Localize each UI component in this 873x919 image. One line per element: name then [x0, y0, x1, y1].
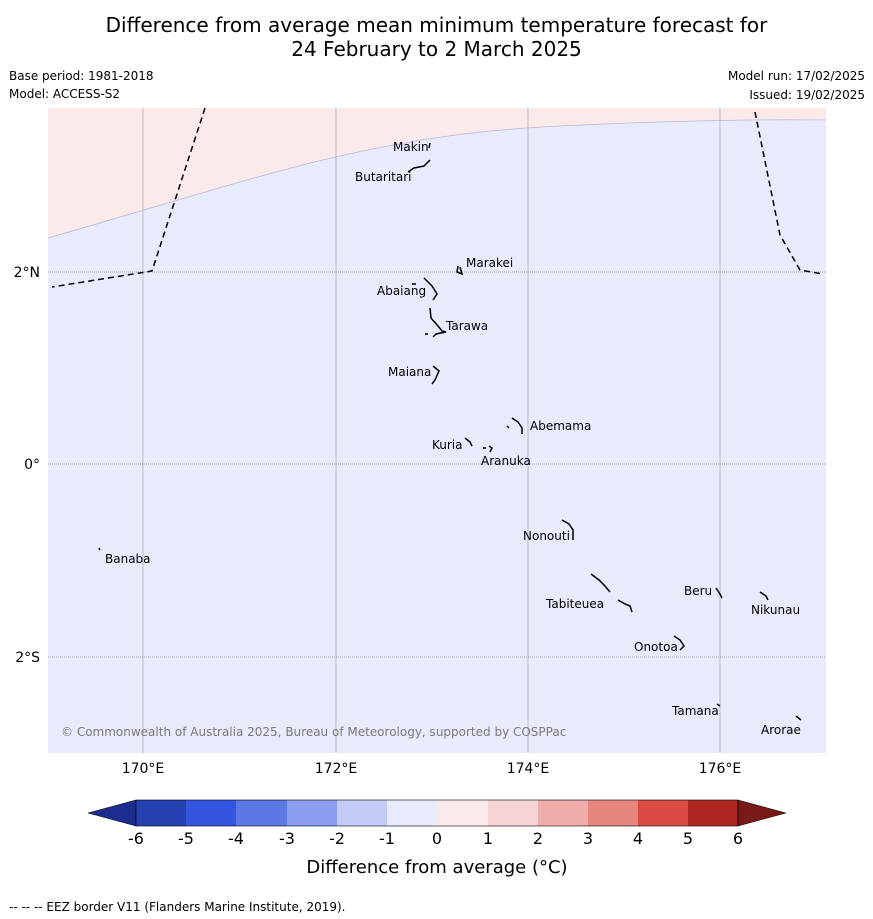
colorbar-tick: 4 [633, 829, 643, 848]
colorbar-cell [136, 800, 186, 826]
colorbar-tick: -2 [329, 829, 345, 848]
colorbar-cell [437, 800, 488, 826]
eez-border [51, 107, 824, 288]
colorbar-tick: 1 [483, 829, 493, 848]
eez-legend: -- -- -- EEZ border V11 (Flanders Marine… [9, 900, 346, 914]
model-run: Model run: 17/02/2025 [727, 69, 865, 83]
colorbar-tick: 3 [583, 829, 593, 848]
colorbar-tick: -4 [228, 829, 244, 848]
island-makin [428, 142, 431, 149]
lat-label-2n: 2°N [14, 265, 40, 281]
island-maiana [431, 365, 440, 385]
copyright-notice: © Commonwealth of Australia 2025, Bureau… [61, 725, 566, 739]
colorbar-tick: 2 [533, 829, 543, 848]
lon-label-176e: 176°E [699, 761, 742, 777]
colorbar-cell [688, 800, 738, 826]
contour-line [47, 119, 827, 239]
island-nonouti [561, 519, 574, 540]
base-period: Base period: 1981-2018 [9, 69, 154, 83]
lat-label-2s: 2°S [15, 650, 40, 666]
title-line-2: 24 February to 2 March 2025 [291, 37, 582, 61]
label-tabiteuea: Tabiteuea [545, 597, 604, 611]
colorbar-label: Difference from average (°C) [306, 857, 567, 878]
island-butaritari [407, 159, 431, 173]
title-line-1: Difference from average mean minimum tem… [105, 13, 768, 37]
label-kuria: Kuria [432, 438, 463, 452]
islands [98, 142, 802, 721]
label-beru: Beru [684, 584, 712, 598]
lon-label-174e: 174°E [507, 761, 550, 777]
label-abaiang: Abaiang [377, 284, 426, 298]
island-aranuka [483, 445, 493, 453]
above-average-region [48, 108, 826, 238]
model-name: Model: ACCESS-S2 [9, 87, 121, 101]
colorbar-cell [488, 800, 538, 826]
colorbar-max-arrow [737, 799, 787, 827]
lon-label-172e: 172°E [315, 761, 358, 777]
colorbar-tick: -6 [128, 829, 144, 848]
label-nikunau: Nikunau [751, 603, 800, 617]
colorbar-min-arrow [87, 799, 137, 827]
label-tarawa: Tarawa [445, 319, 488, 333]
island-kuria [464, 437, 473, 447]
label-tamana: Tamana [671, 704, 719, 718]
colorbar-tick: 0 [432, 829, 442, 848]
island-tamana [716, 703, 721, 707]
label-makin: Makin [393, 140, 429, 154]
colorbar-cell [337, 800, 387, 826]
island-abaiang [423, 277, 438, 301]
island-nikunau [759, 591, 769, 601]
label-marakei: Marakei [466, 256, 513, 270]
label-abemama: Abemama [530, 419, 591, 433]
label-banaba: Banaba [105, 552, 151, 566]
colorbar-cell [387, 800, 437, 826]
island-arorae [795, 715, 802, 721]
label-nonouti: Nonouti [523, 529, 570, 543]
colorbar-tick: -3 [279, 829, 295, 848]
island-abemama [511, 417, 523, 434]
colorbar-cell [538, 800, 588, 826]
colorbar-cell [186, 800, 236, 826]
below-average-region [48, 108, 826, 753]
colorbar-tick: -1 [379, 829, 395, 848]
island-tabiteuea [590, 573, 633, 613]
colorbar: -6 -5 -4 -3 -2 -1 0 1 2 3 4 5 6 Differen… [87, 799, 787, 878]
colorbar-cell [638, 800, 688, 826]
colorbar-cell [588, 800, 638, 826]
issued-date: Issued: 19/02/2025 [749, 88, 865, 102]
colorbar-cell [236, 800, 287, 826]
colorbar-tick: -5 [178, 829, 194, 848]
island-beru [715, 587, 723, 599]
island-onotoa [673, 635, 685, 651]
island-banaba [98, 547, 101, 551]
label-maiana: Maiana [388, 365, 431, 379]
label-onotoa: Onotoa [634, 640, 678, 654]
label-aranuka: Aranuka [481, 454, 531, 468]
lat-label-0: 0° [24, 457, 40, 473]
colorbar-cell [287, 800, 337, 826]
island-marakei [456, 265, 464, 276]
label-arorae: Arorae [761, 723, 801, 737]
gridlines [48, 108, 826, 753]
colorbar-tick: 6 [733, 829, 743, 848]
island-tarawa [429, 307, 447, 338]
lon-label-170e: 170°E [122, 761, 165, 777]
label-butaritari: Butaritari [355, 170, 412, 184]
colorbar-tick: 5 [683, 829, 693, 848]
